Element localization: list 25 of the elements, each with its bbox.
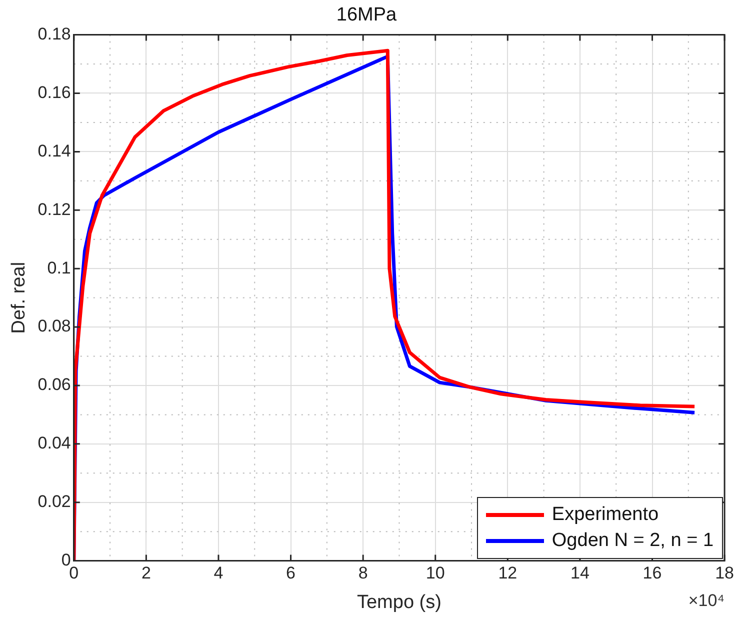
x-tick-label: 8 <box>358 564 368 583</box>
chart-title: 16MPa <box>336 4 398 26</box>
y-tick-label: 0.18 <box>38 24 71 44</box>
x-axis-title: Tempo (s) <box>356 592 442 613</box>
legend-label: Ogden N = 2, n = 1 <box>552 530 714 552</box>
x-tick-label: 16 <box>642 564 662 583</box>
y-tick-label: 0.14 <box>38 141 71 160</box>
y-tick-label: 0.04 <box>38 434 71 453</box>
y-tick-label: 0.06 <box>38 375 71 394</box>
x-tick-label: 6 <box>286 564 296 583</box>
x-tick-label: 4 <box>214 564 224 583</box>
y-tick-label: 0.1 <box>47 258 71 278</box>
y-axis-title: Def. real <box>8 262 30 334</box>
x-tick-label: 18 <box>715 564 734 583</box>
y-tick-label: 0 <box>61 550 71 570</box>
text: ×10⁴ <box>688 590 725 611</box>
y-tick-label: 0.02 <box>38 492 71 512</box>
x-tick-label: 10 <box>426 564 445 583</box>
x-tick-label: 14 <box>570 564 590 583</box>
legend-label: Experimento <box>552 504 659 526</box>
y-tick-label: 0.16 <box>38 82 71 102</box>
y-tick-label: 0.08 <box>38 316 71 336</box>
y-tick-label: 0.12 <box>38 200 71 219</box>
x-tick-label: 2 <box>141 564 151 583</box>
x-tick-label: 12 <box>498 564 518 583</box>
